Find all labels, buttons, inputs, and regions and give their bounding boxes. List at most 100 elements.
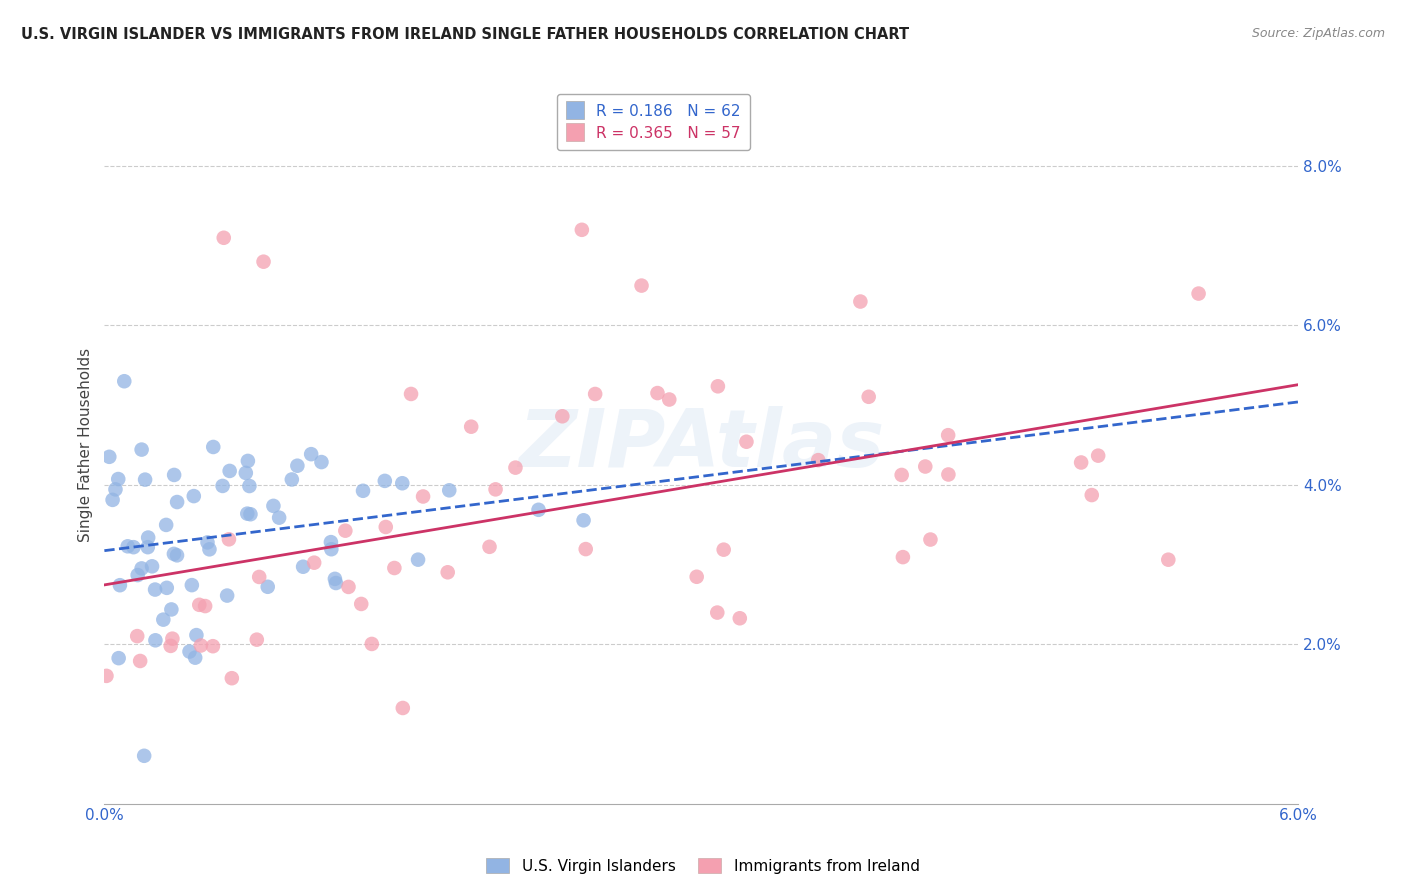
Point	[101, 492, 124, 507]
Point	[439, 483, 461, 498]
Point	[190, 639, 212, 653]
Point	[287, 458, 309, 473]
Point	[134, 473, 156, 487]
Point	[478, 540, 501, 554]
Legend: R = 0.186   N = 62, R = 0.365   N = 57: R = 0.186 N = 62, R = 0.365 N = 57	[557, 94, 751, 151]
Y-axis label: Single Father Households: Single Father Households	[79, 348, 93, 542]
Point	[96, 669, 118, 683]
Point	[583, 387, 606, 401]
Point	[186, 628, 208, 642]
Point	[484, 483, 506, 497]
Point	[197, 535, 219, 549]
Point	[152, 613, 174, 627]
Point	[658, 392, 681, 407]
Point	[159, 639, 181, 653]
Point	[707, 379, 730, 393]
Point	[188, 598, 211, 612]
Point	[281, 473, 304, 487]
Text: ZIPAtlas: ZIPAtlas	[517, 406, 884, 484]
Point	[436, 566, 458, 580]
Point	[350, 597, 373, 611]
Point	[131, 561, 153, 575]
Point	[406, 552, 429, 566]
Point	[325, 576, 347, 591]
Point	[914, 459, 936, 474]
Point	[236, 454, 259, 468]
Legend: U.S. Virgin Islanders, Immigrants from Ireland: U.S. Virgin Islanders, Immigrants from I…	[481, 852, 925, 880]
Point	[572, 513, 595, 527]
Text: U.S. VIRGIN ISLANDER VS IMMIGRANTS FROM IRELAND SINGLE FATHER HOUSEHOLDS CORRELA: U.S. VIRGIN ISLANDER VS IMMIGRANTS FROM …	[21, 27, 910, 42]
Point	[335, 524, 357, 538]
Point	[360, 637, 382, 651]
Point	[122, 540, 145, 554]
Point	[202, 440, 225, 454]
Point	[127, 568, 149, 582]
Point	[391, 701, 413, 715]
Point	[399, 387, 422, 401]
Point	[1157, 552, 1180, 566]
Point	[575, 542, 598, 557]
Point	[936, 428, 959, 442]
Point	[890, 467, 912, 482]
Point	[235, 466, 257, 480]
Point	[134, 748, 156, 763]
Point	[706, 606, 728, 620]
Point	[319, 535, 342, 549]
Point	[163, 467, 186, 482]
Point	[201, 639, 224, 653]
Point	[527, 503, 550, 517]
Point	[107, 472, 129, 486]
Point	[728, 611, 751, 625]
Point	[252, 254, 274, 268]
Point	[104, 483, 127, 497]
Point	[686, 570, 709, 584]
Point	[143, 582, 166, 597]
Point	[136, 531, 159, 545]
Text: Source: ZipAtlas.com: Source: ZipAtlas.com	[1251, 27, 1385, 40]
Point	[156, 581, 179, 595]
Point	[218, 464, 240, 478]
Point	[647, 386, 669, 401]
Point	[807, 453, 830, 467]
Point	[311, 455, 333, 469]
Point	[374, 474, 396, 488]
Point	[713, 542, 735, 557]
Point	[292, 559, 315, 574]
Point	[337, 580, 360, 594]
Point	[269, 510, 291, 524]
Point	[221, 671, 243, 685]
Point	[391, 476, 413, 491]
Point	[256, 580, 278, 594]
Point	[212, 231, 235, 245]
Point	[1187, 286, 1209, 301]
Point	[163, 547, 186, 561]
Point	[505, 460, 527, 475]
Point	[184, 650, 207, 665]
Point	[849, 294, 872, 309]
Point	[891, 550, 914, 565]
Point	[117, 539, 139, 553]
Point	[239, 507, 262, 521]
Point	[155, 517, 177, 532]
Point	[460, 419, 482, 434]
Point	[1087, 449, 1109, 463]
Point	[1070, 455, 1092, 469]
Point	[108, 578, 131, 592]
Point	[246, 632, 269, 647]
Point	[198, 542, 221, 557]
Point	[920, 533, 942, 547]
Point	[166, 549, 188, 563]
Point	[218, 533, 240, 547]
Point	[194, 599, 217, 613]
Point	[183, 489, 205, 503]
Point	[735, 434, 758, 449]
Point	[236, 507, 259, 521]
Point	[247, 570, 270, 584]
Point	[217, 589, 239, 603]
Point	[551, 409, 574, 424]
Point	[141, 559, 163, 574]
Point	[321, 542, 343, 557]
Point	[127, 629, 149, 643]
Point	[179, 644, 201, 658]
Point	[136, 540, 159, 554]
